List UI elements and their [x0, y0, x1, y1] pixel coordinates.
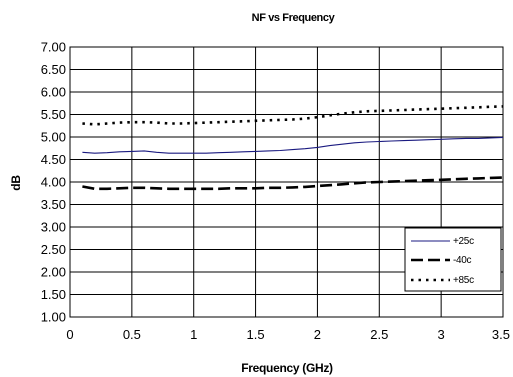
y-tick-label: 4.00: [41, 175, 66, 190]
x-tick-label: 3.5: [492, 327, 510, 342]
series-layer: [82, 105, 504, 191]
x-tick-label: 0: [66, 327, 73, 342]
x-tick-label: 2: [314, 327, 321, 342]
legend-label-25c: +25c: [453, 236, 474, 247]
y-tick-label: 6.50: [41, 62, 66, 77]
y-tick-label: 7.00: [41, 40, 66, 55]
plot-area: [69, 46, 504, 318]
chart-title: NF vs Frequency: [252, 12, 336, 24]
series-line-plus85c: [82, 105, 504, 126]
y-tick-label: 1.50: [41, 287, 66, 302]
x-tick-label: 1.5: [247, 327, 265, 342]
x-tick-label: 2.5: [370, 327, 388, 342]
y-tick-label: 3.00: [41, 220, 66, 235]
x-tick-label: 0.5: [123, 327, 141, 342]
legend: +25c -40c +85c: [404, 227, 502, 292]
y-tick-label: 2.50: [41, 242, 66, 257]
y-tick-label: 5.00: [41, 130, 66, 145]
x-tick-labels: 0 0.5 1 1.5 2 2.5 3 3.5: [66, 327, 510, 342]
series-line-plus25c: [82, 136, 504, 154]
y-tick-labels: 1.00 1.50 2.00 2.50 3.00 3.50 4.00 4.50 5.00 5.50…: [41, 40, 66, 325]
y-tick-label: 1.00: [41, 310, 66, 325]
x-axis-title: Frequency (GHz): [241, 361, 333, 375]
y-axis-title: dB: [9, 175, 23, 191]
y-tick-label: 3.50: [41, 197, 66, 212]
y-tick-label: 4.50: [41, 152, 66, 167]
legend-label-85c: +85c: [453, 275, 474, 286]
x-tick-label: 3: [438, 327, 445, 342]
x-tick-label: 1: [190, 327, 197, 342]
y-tick-label: 5.50: [41, 107, 66, 122]
y-tick-label: 2.00: [41, 265, 66, 280]
y-tick-label: 6.00: [41, 85, 66, 100]
series-line-minus40c: [82, 176, 504, 191]
legend-label-minus40c: -40c: [453, 255, 472, 266]
